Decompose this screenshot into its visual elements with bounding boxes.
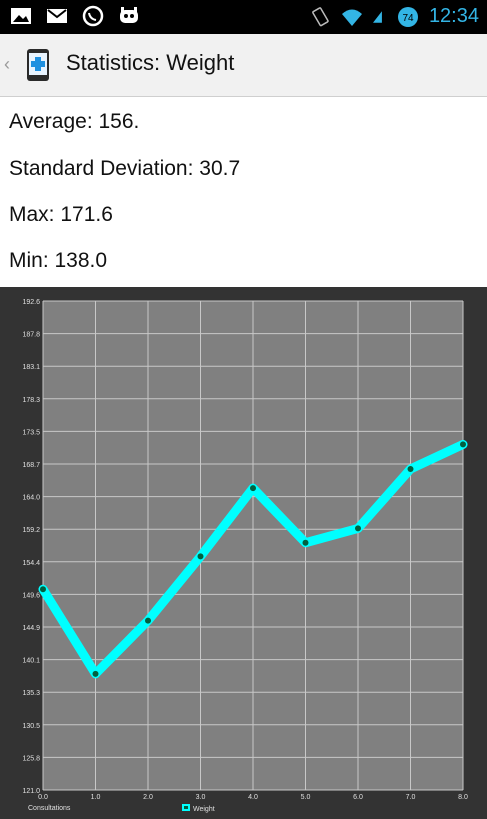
average-text: Average: 156. (9, 110, 140, 133)
y-tick-label: 178.3 (22, 397, 40, 404)
stats-panel: Average: 156. Standard Deviation: 30.7 M… (0, 97, 487, 287)
max-text: Max: 171.6 (9, 203, 113, 226)
chevron-left-icon[interactable]: ‹ (4, 54, 10, 74)
battery-icon: 74 (397, 6, 418, 27)
x-tick-label: 7.0 (406, 794, 416, 801)
y-tick-label: 149.6 (22, 592, 40, 599)
data-point (460, 441, 466, 448)
y-tick-label: 183.1 (22, 364, 40, 371)
weight-chart: 121.0 125.8 130.5 135.3 140.1 144.9 149.6 154.4… (0, 287, 487, 819)
y-tick-label: 168.7 (22, 462, 40, 469)
data-point (250, 485, 256, 492)
x-tick-label: 3.0 (196, 794, 206, 801)
x-tick-label: 6.0 (353, 794, 363, 801)
x-tick-label: 0.0 (38, 794, 48, 801)
x-tick-label: 5.0 (301, 794, 311, 801)
y-tick-label: 140.1 (22, 658, 40, 665)
whatsapp-icon (82, 5, 104, 27)
chart-svg: 121.0 125.8 130.5 135.3 140.1 144.9 149.6 154.4… (22, 299, 468, 813)
clock: 12:34 (428, 5, 479, 27)
x-axis-label: Consultations (28, 805, 71, 812)
y-tick-label: 130.5 (22, 723, 40, 730)
data-point (302, 539, 309, 546)
min-text: Min: 138.0 (9, 249, 108, 272)
y-tick-label: 164.0 (22, 495, 40, 502)
std-dev-text: Standard Deviation: 30.7 (9, 157, 241, 180)
data-point (407, 466, 414, 473)
y-tick-label: 135.3 (22, 690, 40, 697)
data-point (40, 586, 46, 593)
battery-level: 74 (402, 13, 414, 24)
y-tick-label: 121.0 (22, 788, 40, 795)
gallery-icon (11, 8, 31, 24)
x-tick-label: 8.0 (458, 794, 468, 801)
medical-phone-icon[interactable] (26, 48, 50, 82)
data-point (197, 553, 204, 560)
action-bar: ‹ Statistics: Weight (0, 34, 487, 97)
y-tick-label: 187.8 (22, 332, 40, 339)
y-tick-label: 192.6 (22, 299, 40, 306)
legend-marker (184, 806, 188, 809)
cyanogen-icon (120, 7, 138, 23)
x-tick-label: 2.0 (143, 794, 153, 801)
vibrate-icon (312, 6, 329, 26)
legend-label: Weight (193, 806, 215, 813)
wifi-icon (341, 9, 362, 26)
y-tick-label: 159.2 (22, 527, 40, 534)
data-point (355, 525, 361, 532)
data-point (145, 617, 151, 624)
y-tick-label: 173.5 (22, 429, 40, 436)
data-point (92, 670, 99, 677)
y-tick-label: 154.4 (22, 560, 40, 567)
y-tick-label: 144.9 (22, 625, 40, 632)
y-tick-label: 125.8 (22, 755, 40, 762)
gmail-icon (47, 9, 67, 23)
page-title: Statistics: Weight (66, 50, 235, 75)
x-tick-label: 1.0 (91, 794, 101, 801)
status-bar: 74 12:34 (0, 0, 487, 34)
signal-icon (372, 10, 382, 23)
x-tick-label: 4.0 (248, 794, 258, 801)
